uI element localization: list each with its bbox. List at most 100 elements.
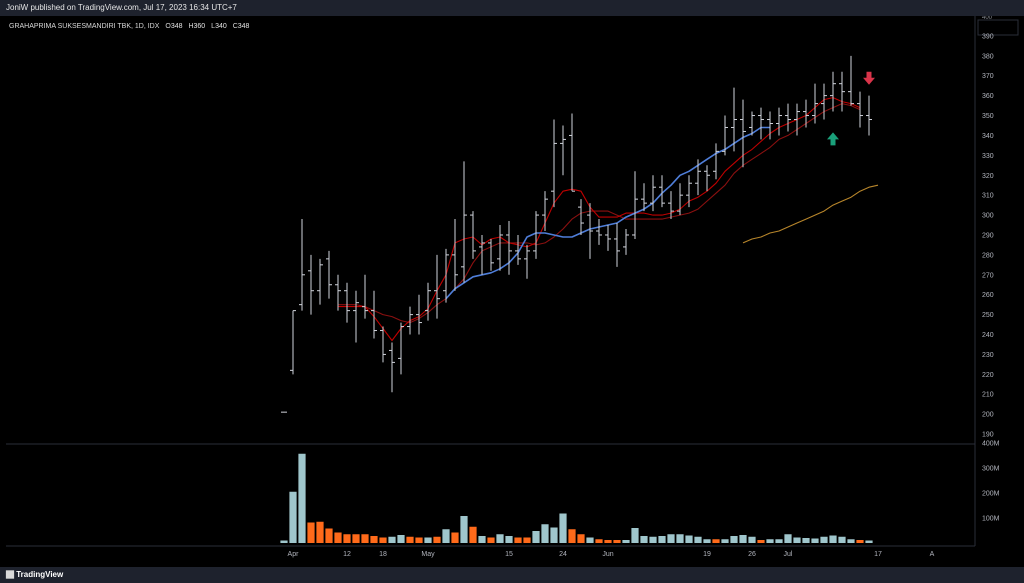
volume-bar xyxy=(505,536,513,543)
ohlc-bar xyxy=(830,71,836,112)
price-axis-top-label: 400 xyxy=(982,16,993,21)
legend-low-label: L xyxy=(211,23,215,30)
ohlc-bar xyxy=(668,191,674,220)
tradingview-logo[interactable]: ⬛︎ TradingView xyxy=(6,567,63,583)
ohlc-bar xyxy=(821,83,827,120)
volume-bar xyxy=(631,528,639,543)
price-tick-label: 340 xyxy=(982,133,994,140)
ohlc-bar xyxy=(659,175,665,208)
time-tick-label: May xyxy=(421,551,435,558)
time-tick-label: Apr xyxy=(288,551,300,558)
volume-bar xyxy=(649,536,657,543)
tv-logo-icon: ⬛︎ xyxy=(6,570,14,579)
volume-bar xyxy=(379,537,387,543)
ohlc-bar xyxy=(416,294,422,335)
volume-bar xyxy=(838,536,846,543)
volume-bar xyxy=(460,516,468,543)
volume-bar xyxy=(685,535,693,543)
publish-bar: JoniW published on TradingView.com, Jul … xyxy=(0,0,1024,16)
volume-bar xyxy=(559,513,567,543)
volume-bar xyxy=(361,534,369,543)
legend-low-value: 340 xyxy=(215,23,227,30)
ohlc-bar xyxy=(578,199,584,235)
price-tick-label: 290 xyxy=(982,232,994,239)
volume-bar xyxy=(721,539,729,543)
volume-bar xyxy=(316,521,324,543)
volume-tick-label: 400M xyxy=(982,441,1000,448)
price-tick-label: 250 xyxy=(982,312,994,319)
price-tick-label: 230 xyxy=(982,352,994,359)
legend-close-value: 348 xyxy=(238,23,250,30)
volume-bar xyxy=(739,535,747,543)
ohlc-bar xyxy=(542,191,548,231)
volume-bar xyxy=(478,536,486,543)
volume-bar xyxy=(487,537,495,543)
ohlc-bar xyxy=(524,244,530,279)
ohlc-bars xyxy=(281,55,872,413)
ohlc-bar xyxy=(380,326,386,363)
volume-bar xyxy=(694,536,702,543)
price-tick-label: 370 xyxy=(982,73,994,80)
ohlc-bar xyxy=(362,274,368,319)
legend-high-value: 360 xyxy=(194,23,206,30)
price-tick-label: 220 xyxy=(982,372,994,379)
volume-bar xyxy=(577,534,585,543)
ohlc-bar xyxy=(614,223,620,267)
volume-bars xyxy=(280,453,873,543)
ohlc-bar xyxy=(560,125,566,176)
price-chart[interactable]: GRAHAPRIMA SUKSESMANDIRI TBK, 1D, IDX O3… xyxy=(0,16,1024,567)
price-tick-label: 390 xyxy=(982,33,994,40)
legend-high-label: H xyxy=(188,23,193,30)
volume-bar xyxy=(343,534,351,543)
price-tick-label: 320 xyxy=(982,173,994,180)
ohlc-bar xyxy=(686,175,692,208)
price-tick-label: 270 xyxy=(982,272,994,279)
time-tick-label: 18 xyxy=(379,551,387,558)
volume-bar xyxy=(730,536,738,543)
ohlc-bar xyxy=(758,107,764,140)
volume-bar xyxy=(325,528,333,543)
ohlc-bar xyxy=(443,248,449,303)
ohlc-bar xyxy=(452,219,458,291)
price-tick-label: 300 xyxy=(982,213,994,220)
volume-bar xyxy=(766,539,774,543)
volume-bar xyxy=(523,537,531,543)
ohlc-bar xyxy=(632,171,638,239)
footer-bar: ⬛︎ TradingView xyxy=(0,567,1024,583)
price-tick-label: 310 xyxy=(982,193,994,200)
volume-bar xyxy=(298,453,306,543)
legend-symbol: GRAHAPRIMA SUKSESMANDIRI TBK, 1D, IDX xyxy=(9,23,160,30)
ohlc-bar xyxy=(605,225,611,251)
ohlc-bar xyxy=(704,165,710,192)
volume-bar xyxy=(622,540,630,543)
publish-info: JoniW published on TradingView.com, Jul … xyxy=(6,3,237,12)
ohlc-bar xyxy=(434,254,440,319)
ohlc-bar xyxy=(425,282,431,321)
ohlc-bar xyxy=(722,115,728,156)
volume-bar xyxy=(775,539,783,543)
volume-bar xyxy=(802,538,810,543)
ma-fast-line xyxy=(338,97,861,342)
price-tick-label: 210 xyxy=(982,392,994,399)
signal-arrows xyxy=(827,71,875,146)
ohlc-bar xyxy=(551,119,557,208)
ohlc-bar xyxy=(470,211,476,259)
ma-mid-line xyxy=(338,103,861,324)
volume-bar xyxy=(712,539,720,543)
volume-tick-label: 200M xyxy=(982,491,1000,498)
ohlc-bar xyxy=(407,306,413,335)
ohlc-bar xyxy=(497,225,503,271)
ohlc-bar xyxy=(857,91,863,128)
price-tick-label: 350 xyxy=(982,113,994,120)
legend-open-value: 348 xyxy=(171,23,183,30)
volume-bar xyxy=(280,540,288,543)
volume-bar xyxy=(433,536,441,543)
price-axis: 190 200 210 220 230 240 250 260 270 280 290 300 310 3… xyxy=(982,33,994,438)
ohlc-bar xyxy=(794,103,800,136)
volume-bar xyxy=(550,527,558,543)
volume-axis: 100M 200M 300M 400M xyxy=(982,441,1000,523)
ohlc-bar xyxy=(596,219,602,245)
time-tick-label: 26 xyxy=(748,551,756,558)
volume-bar xyxy=(604,540,612,543)
volume-bar xyxy=(856,540,864,543)
